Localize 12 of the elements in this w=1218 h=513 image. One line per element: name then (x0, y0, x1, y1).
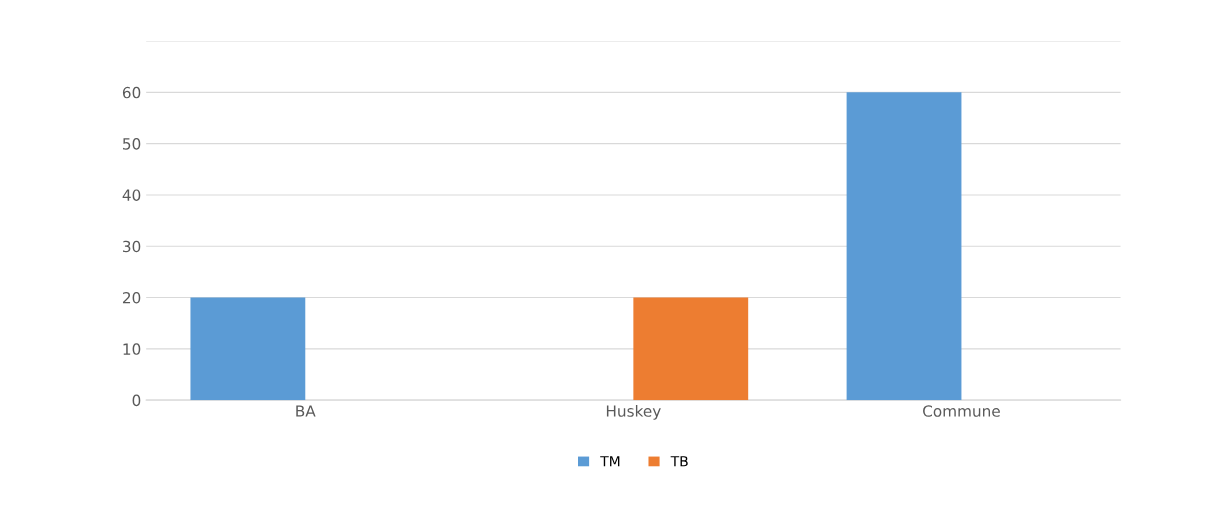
y-tick-label: 10 (123, 343, 141, 355)
y-tick-label: 20 (122, 292, 141, 304)
y-tick-label: 50 (123, 138, 141, 150)
legend-label: TB (670, 456, 688, 467)
x-tick-label: BA (296, 405, 316, 417)
legend-label: TM (600, 456, 620, 467)
y-tick-label: 60 (122, 86, 141, 99)
x-tick-label: Huskey (606, 405, 661, 420)
y-tick-label: 0 (132, 394, 141, 407)
y-tick-label: 30 (123, 240, 141, 253)
y-tick-label: 40 (122, 189, 141, 201)
x-tick-label: Commune (923, 405, 1000, 417)
